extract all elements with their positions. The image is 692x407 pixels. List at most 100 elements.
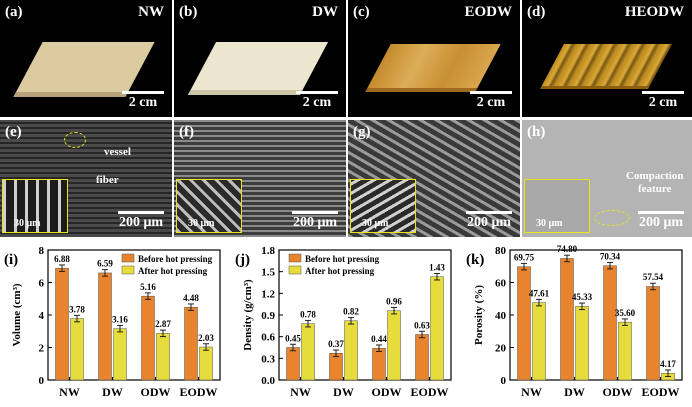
y-tick-label: 1.2 [261, 288, 275, 300]
scale-bar: 2 cm [122, 91, 164, 111]
bar-after [199, 346, 213, 381]
bar-after [618, 321, 632, 381]
scale-bar: 200 μm [638, 211, 684, 231]
panel-label: (e) [5, 124, 22, 140]
y-tick-label: 0 [501, 375, 507, 387]
panel-label: (k) [466, 252, 484, 268]
data-label: 0.37 [328, 339, 344, 349]
sample-name: NW [138, 4, 164, 20]
data-label: 0.63 [414, 320, 430, 330]
scale-text: 2 cm [128, 95, 158, 110]
sem-panel-heodw: Compaction feature 30 μm (h) 200 μm [522, 120, 692, 237]
inset-scale-text: 30 μm [14, 218, 41, 229]
y-tick-label: 0.0 [261, 375, 275, 387]
scale-bar: 2 cm [642, 91, 684, 111]
annotation-line: feature [638, 183, 672, 195]
sem-inset [2, 179, 68, 233]
sem-panel-dw: 30 μm (f) 200 μm [174, 120, 346, 237]
bar-after [430, 276, 444, 381]
data-label: 2.03 [198, 333, 214, 343]
sample-name: HEODW [624, 4, 684, 20]
data-label: 0.44 [371, 334, 387, 344]
annotation-compaction: Compaction feature [626, 170, 683, 196]
legend-label: Before hot pressing [138, 254, 213, 264]
bar-before [286, 347, 300, 381]
y-tick-label: 6 [39, 278, 45, 290]
y-tick-label: 0.9 [261, 310, 275, 322]
data-label: 0.96 [386, 296, 402, 306]
data-label: 0.78 [300, 309, 316, 319]
data-label: 5.16 [140, 282, 156, 292]
panel-label: (d) [527, 4, 546, 20]
panel-label: (i) [4, 252, 18, 268]
bar-after [344, 320, 358, 381]
data-label: 47.61 [529, 288, 550, 298]
scale-text: 200 μm [292, 215, 338, 230]
y-tick-label: 0 [39, 375, 45, 387]
sem-inset [176, 179, 242, 233]
bar-before [55, 267, 69, 381]
bar-before [517, 266, 531, 381]
inset-scale-text: 30 μm [362, 218, 389, 229]
wood-sample-heodw [540, 44, 672, 89]
x-tick-label: ODW [372, 385, 402, 399]
legend-swatch [121, 265, 135, 275]
sample-name: DW [312, 4, 338, 20]
bar-before [603, 265, 617, 381]
scale-bar: 200 μm [292, 211, 338, 231]
chart-porosity: (k) 0 20 40 60 80 Porosity (%) NW 69.75 47.61 DW 74… [466, 244, 683, 399]
y-tick-label: 4 [39, 310, 45, 322]
data-label: 0.45 [285, 333, 301, 343]
annotation-fiber: fiber [96, 174, 119, 186]
legend-swatch [288, 253, 302, 263]
data-label: 3.16 [112, 314, 128, 324]
legend-label: After hot pressing [305, 266, 375, 276]
sample-name: EODW [464, 4, 512, 20]
y-axis-label: Density (g/cm³) [242, 279, 254, 351]
photo-panel-dw: (b) DW 2 cm [174, 0, 346, 117]
y-tick-label: 1.8 [261, 245, 275, 257]
bar-before [184, 306, 198, 381]
data-label: 74.80 [557, 244, 578, 254]
data-label: 69.75 [514, 252, 535, 262]
x-tick-label: EODW [641, 385, 679, 399]
bar-before [372, 347, 386, 381]
y-tick-label: 0.6 [261, 332, 275, 344]
compaction-ellipse [594, 210, 630, 226]
panel-label: (a) [5, 4, 23, 20]
bar-after [70, 318, 84, 381]
sem-inset [524, 179, 590, 233]
scale-text: 200 μm [466, 215, 512, 230]
x-tick-label: DW [333, 385, 354, 399]
scale-bar: 200 μm [118, 211, 164, 231]
annotation-line: Compaction [626, 170, 684, 182]
legend-label: After hot pressing [138, 266, 208, 276]
bar-before [415, 334, 429, 381]
bar-after [532, 302, 546, 381]
y-axis-label: Porosity (%) [473, 285, 485, 345]
wood-sample-dw [187, 42, 329, 95]
x-tick-label: NW [59, 385, 80, 399]
bar-after [575, 306, 589, 381]
scale-bar: 2 cm [470, 91, 512, 111]
legend-swatch [121, 253, 135, 263]
data-label: 3.78 [69, 304, 85, 314]
x-tick-label: EODW [410, 385, 448, 399]
y-tick-label: 20 [495, 343, 507, 355]
panel-label: (b) [179, 4, 198, 20]
scale-text: 2 cm [648, 95, 678, 110]
x-tick-label: NW [521, 385, 542, 399]
sem-panel-eodw: 30 μm (g) 200 μm [348, 120, 520, 237]
annotation-vessel: vessel [104, 146, 131, 158]
y-tick-label: 1.5 [261, 267, 275, 279]
panel-label: (j) [235, 252, 250, 268]
bar-before [646, 286, 660, 381]
data-label: 57.54 [643, 272, 664, 282]
x-tick-label: DW [564, 385, 585, 399]
panel-label: (g) [353, 124, 371, 140]
scale-bar: 200 μm [466, 211, 512, 231]
wood-sample-eodw [365, 44, 501, 92]
sem-panel-nw: vessel fiber 30 μm (e) 200 μm [0, 120, 172, 237]
inset-scale-text: 30 μm [188, 218, 215, 229]
wood-sample-nw [13, 42, 155, 97]
